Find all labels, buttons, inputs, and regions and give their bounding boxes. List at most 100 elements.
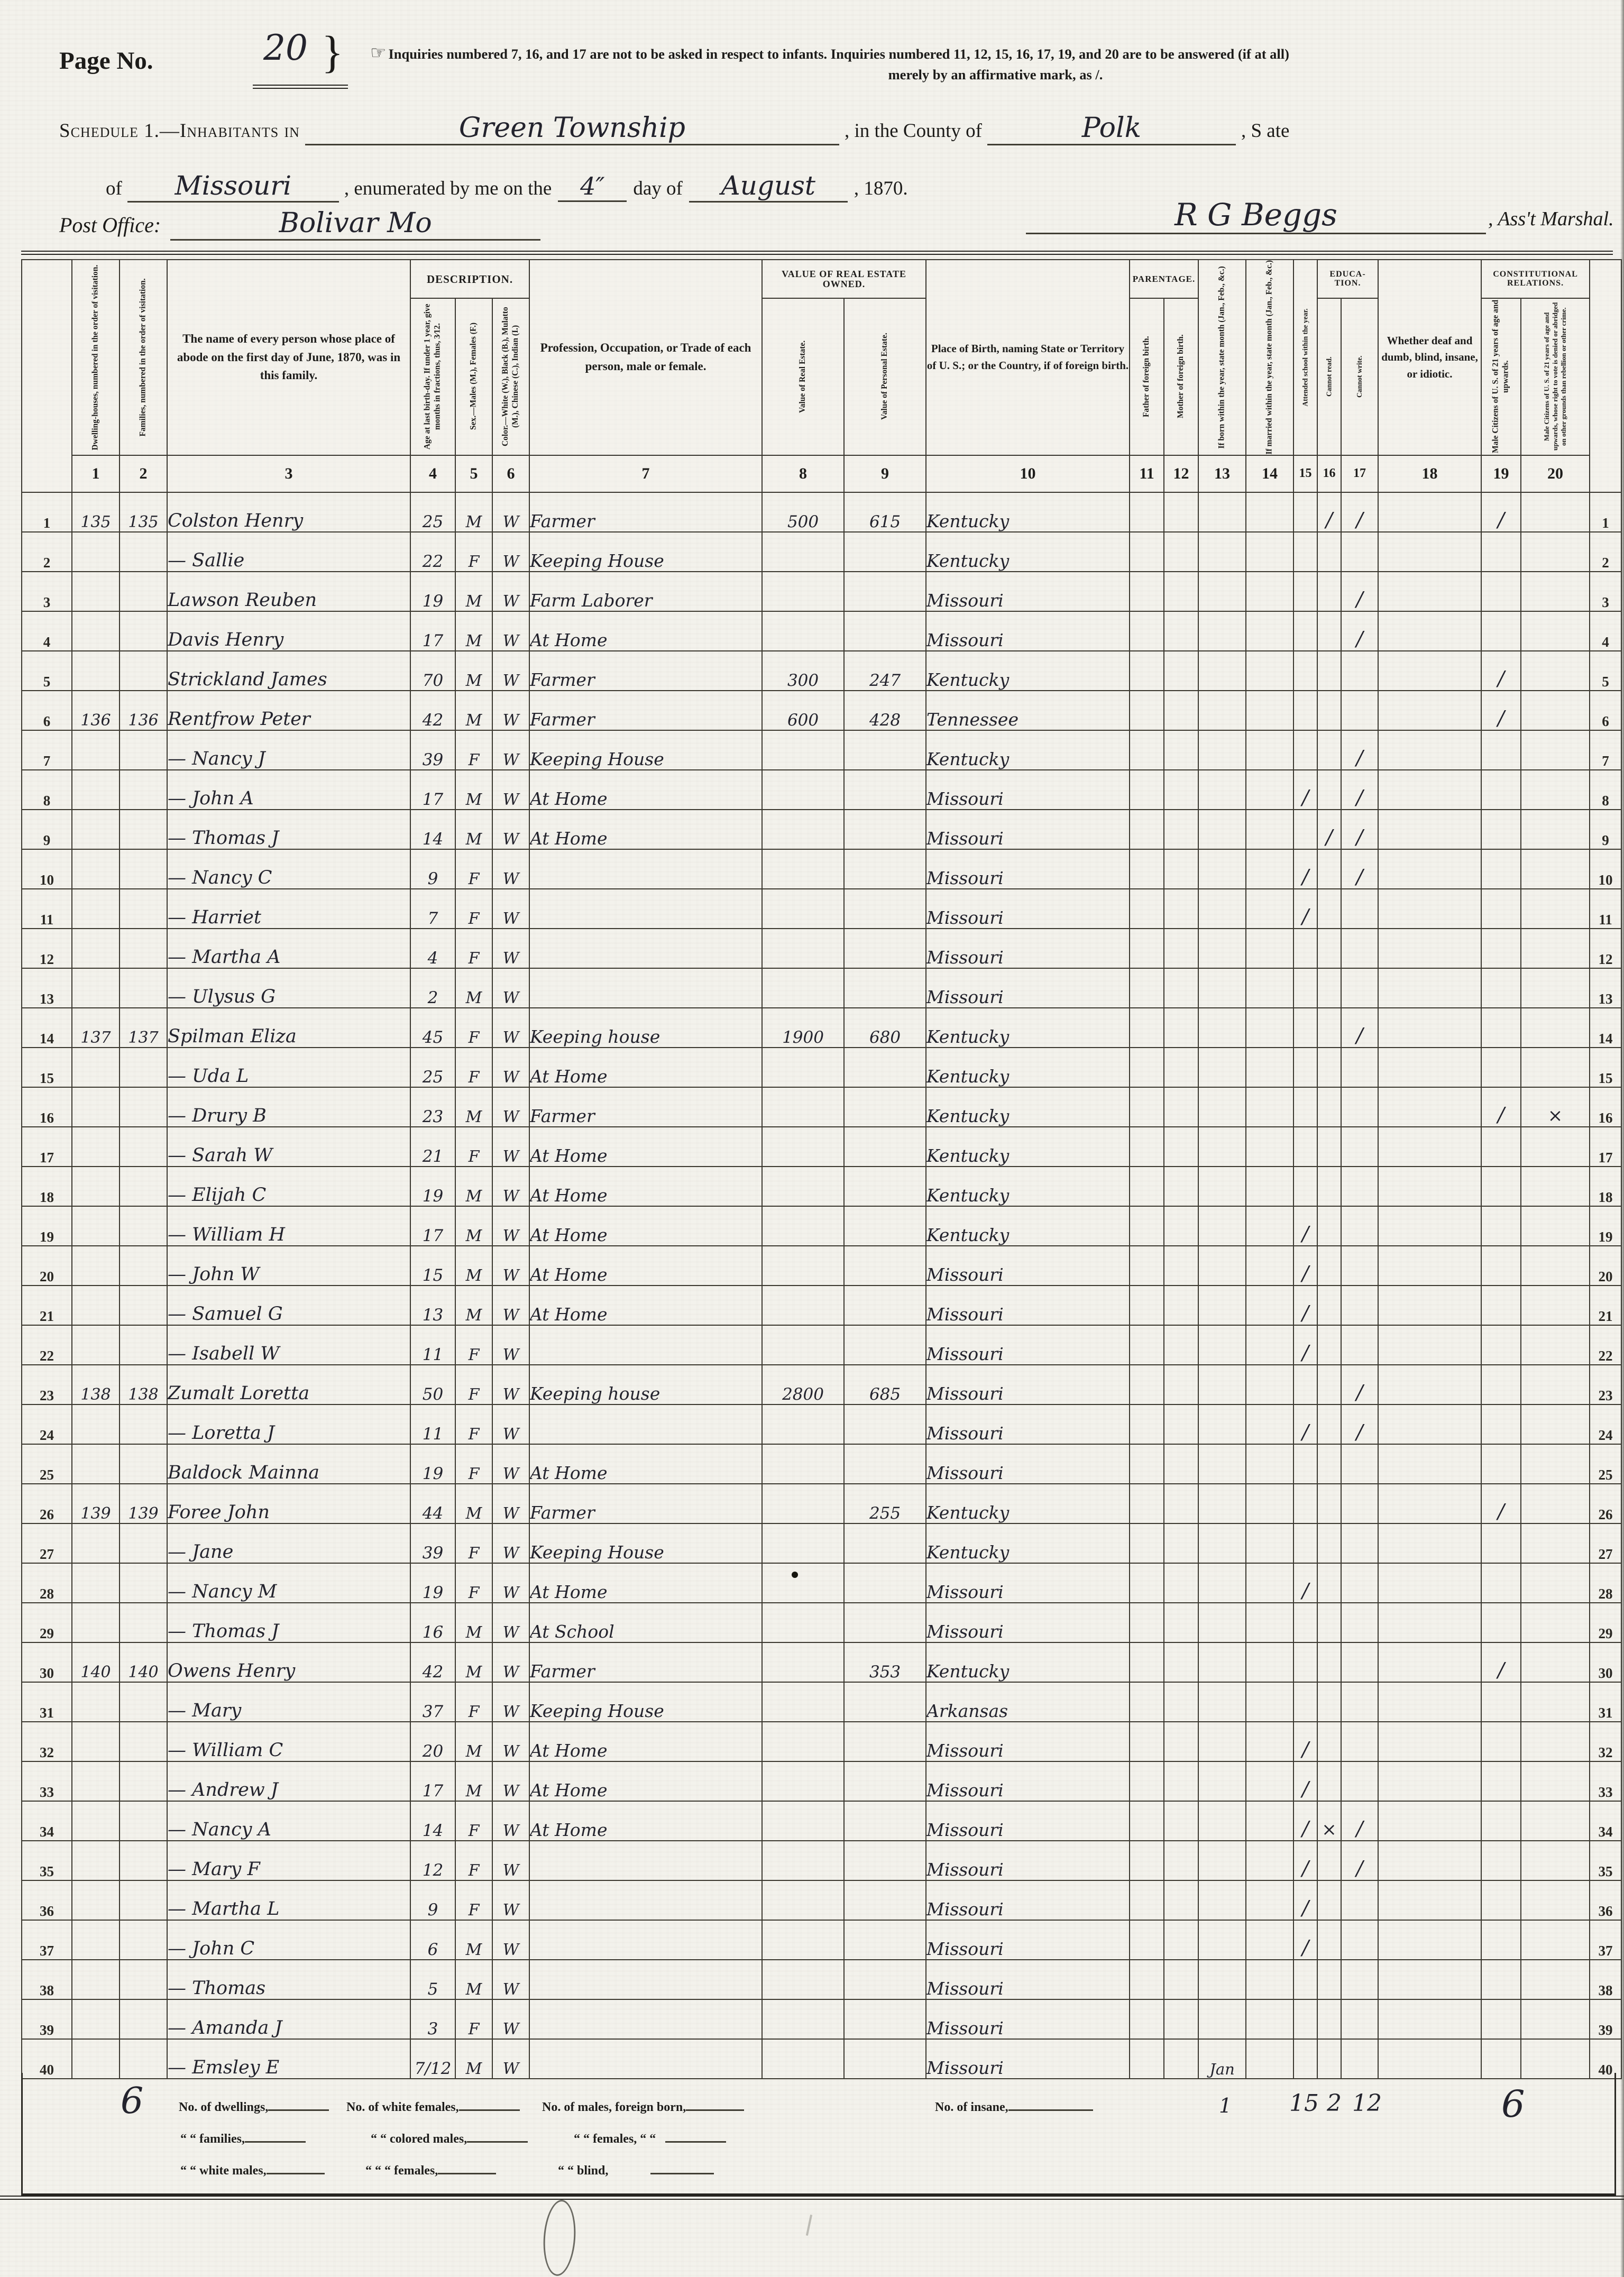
affirmative-mark: / (1302, 1301, 1309, 1325)
person-row-1: 1 135 135 Colston Henry 25 M W Farmer 500 615 Kent… (21, 491, 1622, 532)
cell-col20: × (1520, 1086, 1591, 1127)
cell-age: 11 (410, 1324, 456, 1365)
cell-dwelling-number (71, 809, 120, 850)
cell-dwelling-number (71, 1840, 120, 1881)
cell-col18 (1378, 1840, 1482, 1881)
footer-label-insane: No. of insane, (935, 2100, 1093, 2115)
cell-col11 (1129, 848, 1165, 889)
cell-col13 (1198, 1562, 1247, 1603)
cell-col16: × (1317, 1800, 1342, 1841)
cell-occupation: Keeping house (529, 1364, 763, 1405)
cell-col15 (1293, 610, 1318, 651)
x-mark: × (1322, 1819, 1337, 1840)
line-number-left: 32 (21, 1721, 72, 1762)
cell-col19 (1481, 1840, 1522, 1881)
person-row-18: 18 — Elijah C 19 M W At Home Kentucky 18 (21, 1165, 1622, 1207)
cell-family-number (119, 1165, 168, 1207)
cell-name: — Loretta J (167, 1403, 411, 1445)
cell-col11 (1129, 1760, 1165, 1802)
cell-col17 (1341, 1760, 1379, 1802)
cell-col20 (1520, 809, 1591, 850)
cell-family-number (119, 571, 168, 612)
cell-family-number: 137 (119, 1007, 168, 1048)
cell-col15: / (1293, 1800, 1318, 1841)
township-value: Green Township (458, 112, 685, 144)
cell-col18 (1378, 1284, 1482, 1326)
signature-value: R G Beggs (1175, 197, 1337, 233)
cell-col11 (1129, 1800, 1165, 1841)
footer-label-families: “ “ families, (180, 2132, 306, 2146)
cell-color: W (491, 1086, 530, 1127)
col-header-father-foreign: Father of foreign birth. (1130, 298, 1164, 455)
cell-dwelling-number (71, 769, 120, 810)
cell-col13 (1198, 1007, 1247, 1048)
cell-occupation: Farm Laborer (529, 571, 763, 612)
cell-occupation: Keeping House (529, 531, 763, 572)
line-number-right: 31 (1589, 1681, 1622, 1722)
cell-age: 6 (410, 1919, 456, 1960)
cell-col16: / (1317, 809, 1342, 850)
cell-sex: F (455, 1522, 493, 1564)
cell-col18 (1378, 610, 1482, 651)
cell-col19: / (1481, 650, 1522, 691)
cell-color: W (491, 1007, 530, 1048)
cell-col20 (1520, 1165, 1591, 1207)
cell-col14 (1245, 1919, 1295, 1960)
cell-col11 (1129, 1998, 1165, 2040)
cell-real-estate (761, 1681, 845, 1722)
cell-personal-estate (843, 1879, 927, 1921)
cell-personal-estate (843, 610, 927, 651)
cell-col12 (1163, 1681, 1199, 1722)
cell-col20 (1520, 1562, 1591, 1603)
cell-col18 (1378, 1721, 1482, 1762)
cell-col15 (1293, 1959, 1318, 2000)
cell-sex: M (455, 1919, 493, 1960)
cell-col13 (1198, 1840, 1247, 1881)
cell-personal-estate: 247 (843, 650, 927, 691)
cell-family-number (119, 1403, 168, 1445)
cell-birthplace: Kentucky (925, 1522, 1131, 1564)
cell-col11 (1129, 1165, 1165, 1207)
cell-personal-estate (843, 571, 927, 612)
cell-real-estate (761, 1443, 845, 1484)
cell-col14 (1245, 1721, 1295, 1762)
cell-col18 (1378, 1681, 1482, 1722)
person-row-19: 19 — William H 17 M W At Home Kentucky / 19 (21, 1205, 1622, 1246)
brace-glyph: } (322, 26, 344, 77)
cell-col17 (1341, 1602, 1379, 1643)
cell-col16 (1317, 1046, 1342, 1088)
cell-col18 (1378, 1998, 1482, 2040)
line-number-left: 36 (21, 1879, 72, 1921)
cell-col14 (1245, 1840, 1295, 1881)
person-row-30: 30 140 140 Owens Henry 42 M W Farmer 353 Kentucky… (21, 1641, 1622, 1683)
cell-family-number (119, 1760, 168, 1802)
cell-occupation: At Home (529, 1245, 763, 1286)
footer-label-females2: “ “ “ females, (365, 2164, 497, 2178)
cell-name: — Mary F (167, 1840, 411, 1881)
cell-col12 (1163, 848, 1199, 889)
cell-col12 (1163, 1800, 1199, 1841)
cell-col11 (1129, 1602, 1165, 1643)
cell-family-number (119, 1324, 168, 1365)
affirmative-mark: / (1302, 1935, 1309, 1959)
page-no-underline (253, 85, 348, 89)
cell-col17 (1341, 1721, 1379, 1762)
cell-col15 (1293, 1641, 1318, 1683)
cell-occupation: Keeping House (529, 1522, 763, 1564)
cell-occupation (529, 1998, 763, 2040)
cell-col14 (1245, 1165, 1295, 1207)
total-attended-school: 15 (1289, 2090, 1319, 2117)
cell-col19 (1481, 809, 1522, 850)
cell-birthplace: Kentucky (925, 1126, 1131, 1167)
cell-name: — Uda L (167, 1046, 411, 1088)
line-number-right: 29 (1589, 1602, 1622, 1643)
affirmative-mark: / (1356, 825, 1363, 849)
cell-birthplace: Kentucky (925, 1205, 1131, 1246)
cell-col18 (1378, 848, 1482, 889)
cell-birthplace: Missouri (925, 1324, 1131, 1365)
cell-age: 22 (410, 531, 456, 572)
affirmative-mark: / (1356, 1420, 1363, 1444)
cell-real-estate (761, 1602, 845, 1643)
cell-col17 (1341, 1919, 1379, 1960)
cell-col15 (1293, 1602, 1318, 1643)
